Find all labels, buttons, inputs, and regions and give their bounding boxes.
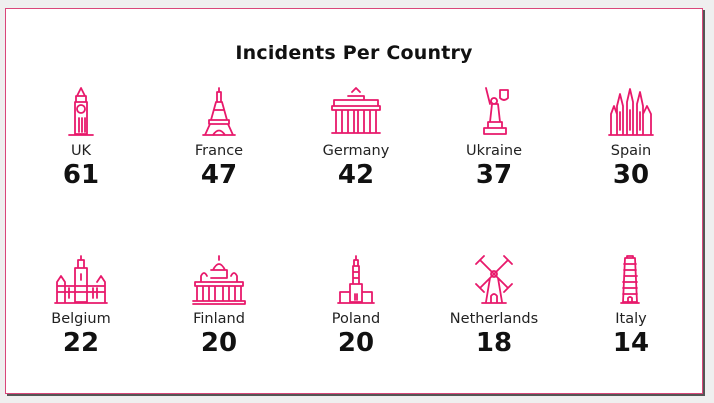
incident-count: 20 xyxy=(200,328,238,358)
country-item-poland: Poland 20 xyxy=(291,254,421,358)
motherland-monument-icon xyxy=(483,87,509,135)
grand-place-icon xyxy=(54,255,108,304)
incidents-card: Incidents Per Country UK 61 France 47 Ge… xyxy=(5,8,703,394)
incident-count: 47 xyxy=(200,160,238,190)
country-name: UK xyxy=(70,143,92,159)
country-item-germany: Germany 42 xyxy=(291,86,421,190)
country-item-spain: Spain 30 xyxy=(566,86,696,190)
country-item-france: France 47 xyxy=(154,86,284,190)
brandenburg-gate-icon xyxy=(331,87,381,134)
big-ben-icon xyxy=(68,87,94,136)
country-item-ukraine: Ukraine 37 xyxy=(429,86,559,190)
country-name: Finland xyxy=(193,311,245,327)
country-item-italy: Italy 14 xyxy=(566,254,696,358)
country-name: Spain xyxy=(610,143,652,159)
incident-count: 18 xyxy=(475,328,513,358)
country-name: Ukraine xyxy=(466,143,522,159)
incident-count: 22 xyxy=(62,328,100,358)
country-item-belgium: Belgium 22 xyxy=(16,254,146,358)
country-item-uk: UK 61 xyxy=(16,86,146,190)
windmill-icon xyxy=(475,255,513,304)
incident-count: 37 xyxy=(475,160,513,190)
incident-count: 30 xyxy=(612,160,650,190)
helsinki-cathedral-icon xyxy=(192,255,246,305)
country-name: Italy xyxy=(615,311,647,327)
page-title: Incidents Per Country xyxy=(235,42,473,64)
country-name: France xyxy=(194,143,244,159)
palace-of-culture-icon xyxy=(337,255,375,304)
sagrada-familia-icon xyxy=(608,88,654,136)
incident-count: 14 xyxy=(612,328,650,358)
leaning-tower-icon xyxy=(620,255,640,304)
country-item-finland: Finland 20 xyxy=(154,254,284,358)
incident-count: 61 xyxy=(62,160,100,190)
country-name: Germany xyxy=(322,143,390,159)
country-name: Netherlands xyxy=(449,311,539,327)
incident-count: 42 xyxy=(337,160,375,190)
country-name: Poland xyxy=(331,311,381,327)
incident-count: 20 xyxy=(337,328,375,358)
eiffel-tower-icon xyxy=(202,87,236,136)
country-item-netherlands: Netherlands 18 xyxy=(429,254,559,358)
country-name: Belgium xyxy=(51,311,111,327)
